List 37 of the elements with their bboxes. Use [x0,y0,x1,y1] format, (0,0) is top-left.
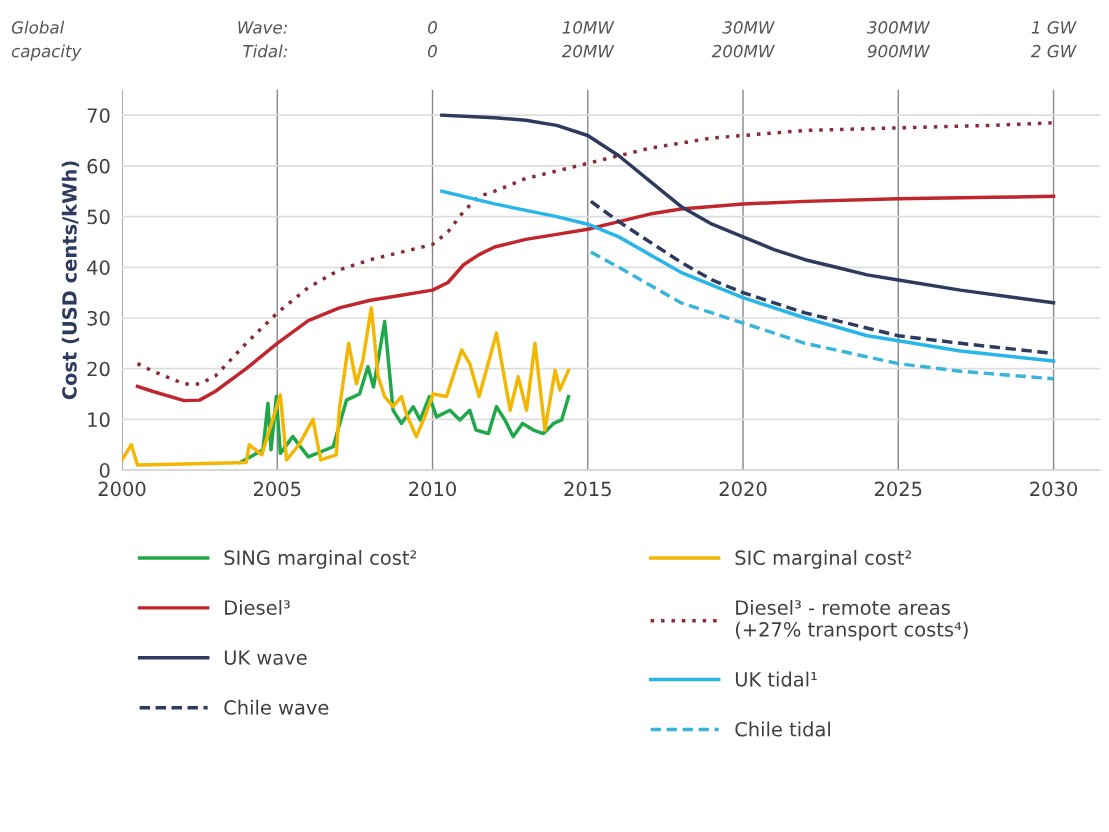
y-tick-label: 40 [87,260,110,275]
text: 10MW 20MW [561,21,615,58]
x-tick-label: 2000 [98,481,146,497]
text: 30MW 200MW [711,21,775,58]
legend-label: UK wave [224,650,307,665]
y-tick-label: 30 [87,310,110,326]
y-tick-label: 0 [99,463,110,478]
legend-label: Chile wave [224,699,329,715]
legend-label: SIC marginal cost² [735,549,912,569]
y-tick-label: 20 [87,361,110,377]
text: 300MW 900MW [866,21,931,58]
line-series [121,306,571,467]
y-axis-title: Cost (USD cents/kWh) [61,161,80,400]
text: Global capacity [11,20,82,61]
y-tick-label: 10 [88,412,110,428]
line-series [440,189,1056,363]
x-tick-label: 2010 [409,481,456,497]
text: 0 0 [428,21,437,58]
line-series [135,194,1056,403]
text: 1 GW 2 GW [1030,21,1077,58]
text: Wave: Tidal: [238,21,287,58]
legend-label: SING marginal cost² [224,549,417,569]
x-tick-label: 2020 [719,481,767,497]
legend-label: Diesel³ [225,599,290,615]
x-tick-label: 2030 [1030,481,1077,497]
y-tick-label: 60 [87,158,110,174]
legend-label: UK tidal¹ [735,671,817,687]
x-tick-label: 2005 [253,481,301,497]
x-tick-label: 2025 [874,481,922,497]
y-tick-label: 70 [87,108,110,123]
y-tick-label: 50 [87,209,110,225]
line-series [589,199,1056,356]
line-series [440,113,1056,305]
line-series [589,250,1056,381]
legend-label: Diesel³ - remote areas (+27% transport costs⁴) [735,599,968,641]
x-tick-label: 2015 [564,481,611,497]
legend-label: Chile tidal [735,721,830,737]
